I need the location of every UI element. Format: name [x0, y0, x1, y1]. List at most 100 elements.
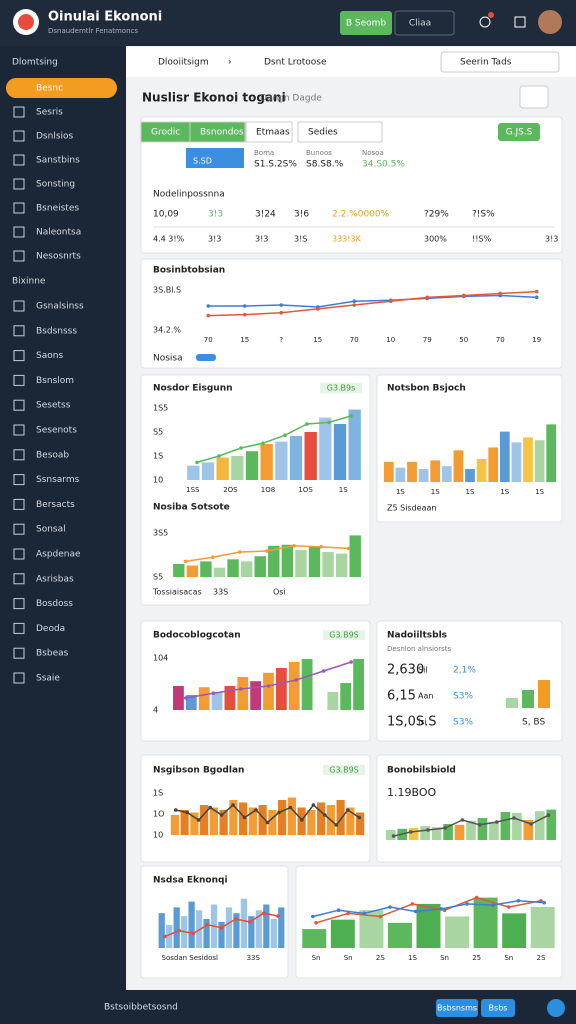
line-point [534, 289, 539, 294]
apps-icon[interactable] [514, 16, 526, 28]
nav-icon[interactable] [13, 548, 25, 560]
nav-item[interactable]: Dsnlsios [36, 132, 74, 142]
line-point [477, 823, 482, 827]
badge [323, 630, 365, 640]
nav-item[interactable]: Saons [36, 351, 63, 361]
nav-item[interactable]: Sonsal [36, 525, 66, 535]
nav-icon[interactable] [13, 399, 25, 411]
nav-icon[interactable] [13, 474, 25, 486]
active-item-label[interactable]: Besnc [36, 84, 63, 94]
nav-icon[interactable] [13, 374, 25, 386]
bar [227, 559, 239, 577]
nav-icon[interactable] [13, 226, 25, 238]
primary-button-label[interactable]: B Seomb [346, 19, 387, 29]
nav-item[interactable]: Besoab [36, 450, 69, 460]
line-point [425, 295, 430, 300]
nav-icon[interactable] [13, 424, 25, 436]
nav-icon[interactable] [13, 178, 25, 190]
nav-icon[interactable] [13, 449, 25, 461]
nav-item[interactable]: Bsdsnsss [36, 326, 77, 336]
nav-item[interactable]: Bersacts [36, 500, 75, 510]
chart-title: Nosiba Sotsote [153, 503, 230, 513]
nav-item[interactable]: Sesris [36, 108, 63, 118]
nav-item[interactable]: Bsneistes [36, 204, 79, 214]
nav-item[interactable]: Bsnslom [36, 376, 74, 386]
nav-icon[interactable] [13, 598, 25, 610]
nav-icon[interactable] [13, 647, 25, 659]
bar [248, 807, 257, 835]
line-point [327, 420, 331, 425]
breadcrumb[interactable]: Dlooiitsigm [158, 58, 209, 68]
nav-item[interactable]: Nesosnrts [36, 252, 81, 262]
notification-icon[interactable] [479, 16, 491, 28]
tab[interactable] [189, 121, 246, 143]
nav-icon[interactable] [13, 672, 25, 684]
line-point [233, 917, 238, 921]
sidebar-section: Bixinne [12, 277, 46, 287]
nav-item[interactable]: Sesetss [36, 401, 71, 411]
nav-item[interactable]: Ssnsarms [36, 475, 80, 485]
footer-button[interactable] [481, 999, 515, 1017]
x-label: 1S [396, 488, 405, 496]
x-label: 79 [423, 336, 432, 344]
chart-title: Bonobilsbiold [387, 766, 456, 776]
line-point [183, 559, 188, 564]
nav-icon[interactable] [13, 622, 25, 634]
nav-icon[interactable] [13, 202, 25, 214]
bar [304, 432, 317, 480]
nav-icon[interactable] [13, 130, 25, 142]
tab[interactable] [245, 121, 293, 143]
nav-item[interactable]: Ssaie [36, 674, 60, 684]
help-button[interactable] [547, 999, 565, 1017]
avatar[interactable] [538, 10, 562, 34]
footer-button-label[interactable]: Bsbs [489, 1004, 508, 1013]
nav-item[interactable]: Sanstbins [36, 156, 80, 166]
search-placeholder[interactable]: Seerin Tads [460, 58, 512, 68]
line-point [254, 808, 258, 812]
nav-item[interactable]: Bsbeas [36, 649, 69, 659]
x-label: 33S [247, 954, 261, 962]
tab-label[interactable]: Sedies [308, 128, 338, 138]
bar [250, 681, 262, 710]
nav-item[interactable]: Naleontsa [36, 228, 81, 238]
tab-label[interactable]: Grodic [151, 128, 180, 138]
nav-item[interactable]: Sesenots [36, 426, 77, 436]
nav-item[interactable]: Deoda [36, 624, 65, 634]
bar [359, 910, 384, 948]
kpi-unit: Aan [418, 692, 433, 701]
primary-button[interactable] [340, 11, 392, 35]
nav-item[interactable]: Aspdenae [36, 550, 81, 560]
nav-icon[interactable] [13, 300, 25, 312]
nav-item[interactable]: Sonsting [36, 180, 75, 190]
tab-label[interactable]: Etmaas [256, 128, 290, 138]
footer-button[interactable] [436, 999, 478, 1017]
line-point [391, 834, 396, 838]
bar [322, 552, 334, 577]
secondary-button[interactable] [394, 10, 455, 36]
nav-item[interactable]: Gsnalsinss [36, 302, 84, 312]
tab[interactable] [297, 121, 383, 143]
nav-icon[interactable] [13, 350, 25, 362]
search-box[interactable] [440, 51, 560, 73]
bar [187, 465, 200, 480]
nav-icon[interactable] [13, 325, 25, 337]
bar [327, 692, 339, 710]
tab-label[interactable]: Bsnondos [200, 128, 244, 138]
breadcrumb[interactable]: Dsnt Lrotoose [264, 58, 327, 68]
nav-icon[interactable] [13, 523, 25, 535]
line-point [265, 549, 269, 553]
nav-icon[interactable] [13, 573, 25, 585]
nav-icon[interactable] [13, 498, 25, 510]
refresh-button[interactable] [519, 85, 549, 109]
nav-item[interactable]: Asrisbas [36, 574, 74, 584]
secondary-button-label[interactable]: Cliaa [409, 19, 431, 29]
nav-item[interactable]: Bosdoss [36, 599, 73, 609]
nav-icon[interactable] [13, 106, 25, 118]
footer-button-label[interactable]: Bsbsnsms [437, 1004, 477, 1013]
nav-icon[interactable] [13, 250, 25, 262]
section-heading: Nodelinpossnna [153, 190, 225, 200]
bar [213, 567, 226, 577]
nav-icon[interactable] [13, 154, 25, 166]
active-item[interactable] [6, 78, 117, 98]
bar [166, 924, 173, 948]
